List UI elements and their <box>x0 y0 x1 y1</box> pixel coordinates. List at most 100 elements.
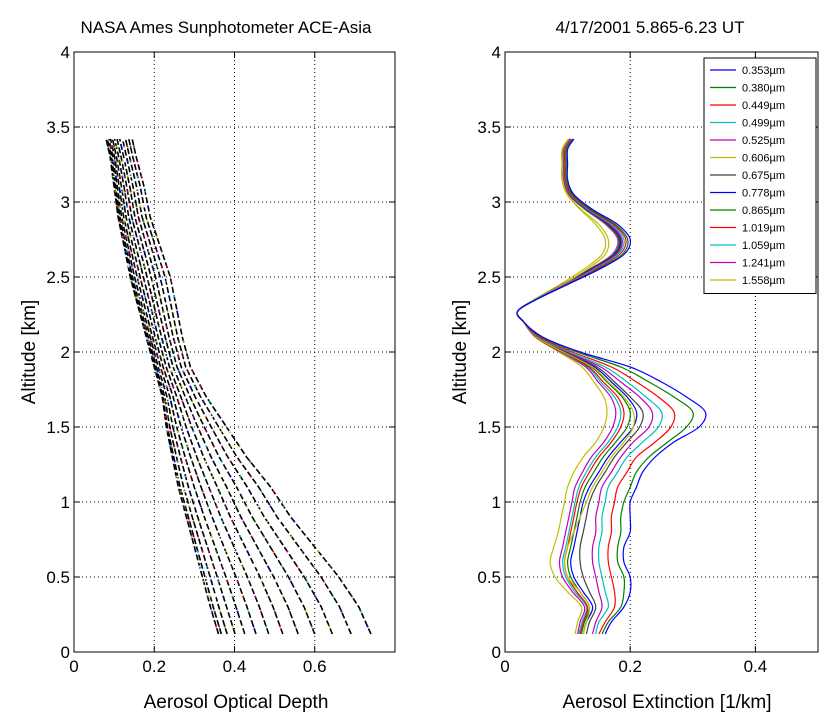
aod-point <box>183 490 186 493</box>
aod-point <box>322 610 325 613</box>
aod-point <box>154 295 157 298</box>
right-ticks: 0 0.2 0.4 0 0.5 1 1.5 2 2.5 3 3.5 4 <box>477 43 818 676</box>
aod-point <box>188 490 191 493</box>
aod-point <box>173 415 176 418</box>
aod-point <box>231 625 234 628</box>
aod-point <box>123 235 125 238</box>
legend-label: 0.675µm <box>742 170 785 182</box>
aod-point <box>114 160 117 163</box>
aod-point <box>147 265 150 268</box>
aod-point <box>173 430 175 433</box>
aod-point <box>211 415 214 418</box>
aod-point <box>142 220 145 223</box>
left-y-axis-label: Altitude [km] <box>19 300 40 405</box>
aod-point <box>227 610 229 613</box>
aod-point <box>189 385 192 388</box>
aod-point <box>279 520 282 523</box>
aod-point <box>152 355 155 358</box>
aod-point <box>140 310 143 313</box>
left-plot-area <box>105 138 372 635</box>
aod-point <box>267 595 270 598</box>
aod-point <box>209 490 212 493</box>
aod-point <box>111 145 114 148</box>
aod-point <box>169 355 172 358</box>
aod-point <box>129 175 132 178</box>
aod-point <box>192 535 195 538</box>
aod-point <box>177 355 180 358</box>
aod-point <box>142 310 145 313</box>
aod-point <box>126 205 129 208</box>
aod-point <box>205 580 208 583</box>
aod-point <box>182 505 185 508</box>
aod-point <box>139 205 142 208</box>
aod-point <box>175 385 178 388</box>
aod-point <box>155 235 158 238</box>
aod-point <box>176 460 179 463</box>
aod-point <box>204 460 207 463</box>
aod-point <box>129 205 131 208</box>
left-x-tick-label: 0 <box>69 657 78 676</box>
aod-point <box>229 445 232 448</box>
aod-point <box>169 340 172 343</box>
aod-trace <box>121 138 316 635</box>
left-chart-title: NASA Ames Sunphotometer ACE-Asia <box>80 18 372 37</box>
aod-point <box>167 430 170 433</box>
aod-point <box>176 430 179 433</box>
aod-point <box>293 520 296 523</box>
aod-point <box>128 250 131 253</box>
aod-point <box>180 460 183 463</box>
right-y-tick-label: 2 <box>492 343 501 362</box>
aod-point <box>245 505 248 508</box>
aod-point <box>173 340 176 343</box>
aod-point <box>202 400 205 403</box>
aod-point <box>154 355 157 358</box>
aod-point <box>340 580 343 583</box>
aod-point <box>129 145 132 148</box>
aod-point <box>250 475 252 478</box>
right-y-tick-label: 0 <box>492 643 501 662</box>
aod-point <box>147 340 150 343</box>
aod-point <box>350 595 353 598</box>
aod-point <box>131 265 134 268</box>
legend-label: 1.558µm <box>742 275 785 287</box>
aod-point <box>158 295 161 298</box>
left-x-tick-label: 0.4 <box>223 657 247 676</box>
aod-point <box>211 475 214 478</box>
aod-point <box>250 535 253 538</box>
aod-point <box>168 295 171 298</box>
aod-point <box>162 310 165 313</box>
aod-point <box>156 265 158 268</box>
aod-point <box>132 190 135 193</box>
aod-point <box>163 370 166 373</box>
aod-point <box>163 295 166 298</box>
extinction-series-line <box>516 138 707 635</box>
aod-point <box>185 460 188 463</box>
aod-point <box>175 475 178 478</box>
aod-point <box>286 550 289 553</box>
aod-point <box>174 370 176 373</box>
left-y-tick-label: 2 <box>61 343 70 362</box>
aod-point <box>201 550 204 553</box>
aod-point <box>192 415 195 418</box>
aod-point <box>205 520 207 523</box>
aod-point <box>144 310 147 313</box>
aod-point <box>281 565 284 568</box>
aod-point <box>184 475 187 478</box>
aod-point <box>156 250 158 253</box>
aod-point <box>181 415 184 418</box>
aod-point <box>158 310 161 313</box>
aod-point <box>117 145 120 148</box>
aod-point <box>198 415 201 418</box>
aod-point <box>269 505 272 508</box>
aod-point <box>366 625 369 628</box>
aod-point <box>177 400 180 403</box>
aod-point <box>131 280 134 283</box>
aod-point <box>127 265 130 268</box>
aod-point <box>119 190 121 193</box>
aod-point <box>123 160 126 163</box>
aod-point <box>239 475 242 478</box>
aod-point <box>135 220 138 223</box>
aod-point <box>150 310 153 313</box>
aod-point <box>218 535 221 538</box>
aod-point <box>322 580 325 583</box>
